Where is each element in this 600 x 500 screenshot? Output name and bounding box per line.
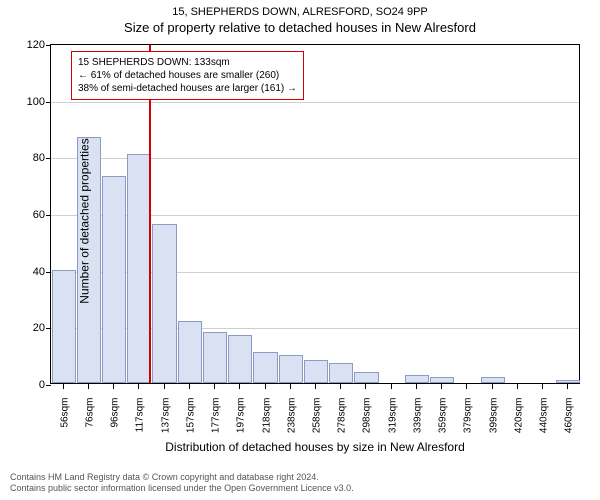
histogram-bar [304, 360, 328, 383]
y-axis-title: Number of detached properties [78, 138, 92, 303]
y-tick-label: 0 [15, 379, 45, 391]
grid-line [51, 102, 579, 103]
y-tick [46, 45, 51, 46]
x-tick [63, 384, 64, 389]
x-tick-label: 56sqm [59, 398, 70, 448]
chart-title: Size of property relative to detached ho… [0, 18, 600, 39]
y-tick [46, 272, 51, 273]
x-tick [113, 384, 114, 389]
x-tick-label: 379sqm [463, 398, 474, 448]
x-tick-label: 157sqm [185, 398, 196, 448]
x-tick-label: 460sqm [564, 398, 575, 448]
x-tick [290, 384, 291, 389]
x-tick-label: 319sqm [387, 398, 398, 448]
x-tick [365, 384, 366, 389]
x-tick-label: 197sqm [236, 398, 247, 448]
annotation-line: 38% of semi-detached houses are larger (… [78, 82, 297, 95]
y-tick [46, 328, 51, 329]
y-tick [46, 102, 51, 103]
annotation-box: 15 SHEPHERDS DOWN: 133sqm← 61% of detach… [71, 51, 304, 100]
x-tick [315, 384, 316, 389]
x-tick [542, 384, 543, 389]
histogram-bar [556, 380, 580, 383]
x-tick [239, 384, 240, 389]
footer-line2: Contains public sector information licen… [10, 483, 354, 494]
x-tick [416, 384, 417, 389]
x-tick-label: 420sqm [513, 398, 524, 448]
footer-attribution: Contains HM Land Registry data © Crown c… [10, 472, 354, 494]
histogram-bar [52, 270, 76, 383]
x-tick-label: 117sqm [135, 398, 146, 448]
plot-area: 02040608010012015 SHEPHERDS DOWN: 133sqm… [50, 44, 580, 384]
x-tick [189, 384, 190, 389]
histogram-bar [228, 335, 252, 383]
x-tick-label: 359sqm [438, 398, 449, 448]
x-tick-label: 137sqm [160, 398, 171, 448]
histogram-bar [203, 332, 227, 383]
x-tick [88, 384, 89, 389]
x-tick [340, 384, 341, 389]
histogram-bar [430, 377, 454, 383]
x-tick [138, 384, 139, 389]
footer-line1: Contains HM Land Registry data © Crown c… [10, 472, 354, 483]
y-tick [46, 215, 51, 216]
x-tick [214, 384, 215, 389]
y-tick [46, 385, 51, 386]
histogram-bar [481, 377, 505, 383]
histogram-bar [253, 352, 277, 383]
y-tick-label: 100 [15, 96, 45, 108]
annotation-line: ← 61% of detached houses are smaller (26… [78, 69, 297, 82]
x-tick [265, 384, 266, 389]
x-tick-label: 96sqm [110, 398, 121, 448]
histogram-bar [329, 363, 353, 383]
annotation-line: 15 SHEPHERDS DOWN: 133sqm [78, 56, 297, 69]
y-tick-label: 120 [15, 39, 45, 51]
x-tick [466, 384, 467, 389]
x-tick [391, 384, 392, 389]
x-tick-label: 218sqm [261, 398, 272, 448]
chart-container: 02040608010012015 SHEPHERDS DOWN: 133sqm… [50, 44, 580, 424]
y-tick-label: 40 [15, 266, 45, 278]
histogram-bar [102, 176, 126, 383]
histogram-bar [127, 154, 151, 384]
x-tick [567, 384, 568, 389]
x-tick [517, 384, 518, 389]
histogram-bar [152, 224, 176, 383]
x-tick [164, 384, 165, 389]
y-tick [46, 158, 51, 159]
x-tick-label: 278sqm [337, 398, 348, 448]
x-tick [441, 384, 442, 389]
x-tick-label: 177sqm [211, 398, 222, 448]
x-tick [492, 384, 493, 389]
x-tick-label: 76sqm [84, 398, 95, 448]
address-title: 15, SHEPHERDS DOWN, ALRESFORD, SO24 9PP [0, 0, 600, 18]
histogram-bar [354, 372, 378, 383]
x-tick-label: 440sqm [539, 398, 550, 448]
y-tick-label: 80 [15, 152, 45, 164]
x-tick-label: 339sqm [412, 398, 423, 448]
x-tick-label: 298sqm [362, 398, 373, 448]
x-tick-label: 399sqm [488, 398, 499, 448]
y-tick-label: 60 [15, 209, 45, 221]
histogram-bar [279, 355, 303, 383]
histogram-bar [405, 375, 429, 384]
y-tick-label: 20 [15, 322, 45, 334]
x-tick-label: 238sqm [286, 398, 297, 448]
histogram-bar [178, 321, 202, 383]
x-tick-label: 258sqm [312, 398, 323, 448]
